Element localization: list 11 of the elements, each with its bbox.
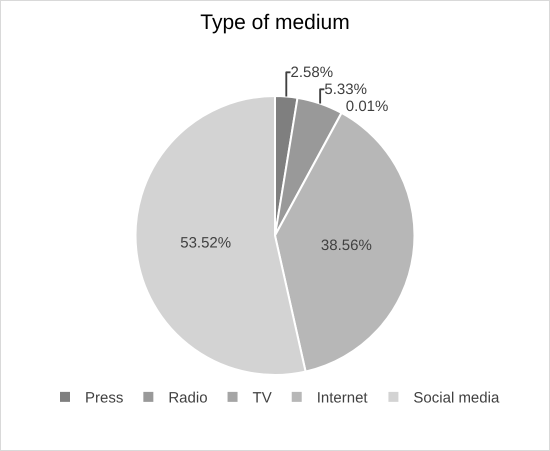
legend-label: TV <box>252 390 272 407</box>
data-label: 53.52% <box>180 234 232 252</box>
legend-label: Internet <box>316 390 368 407</box>
legend-label: Social media <box>413 390 500 407</box>
data-label: 2.58% <box>290 64 334 81</box>
chart-title: Type of medium <box>200 11 350 34</box>
data-label: 38.56% <box>320 236 372 254</box>
data-label: 0.01% <box>346 98 388 115</box>
legend-label: Radio <box>168 390 208 407</box>
legend-label: Press <box>85 390 124 407</box>
data-label: 5.33% <box>324 80 367 98</box>
